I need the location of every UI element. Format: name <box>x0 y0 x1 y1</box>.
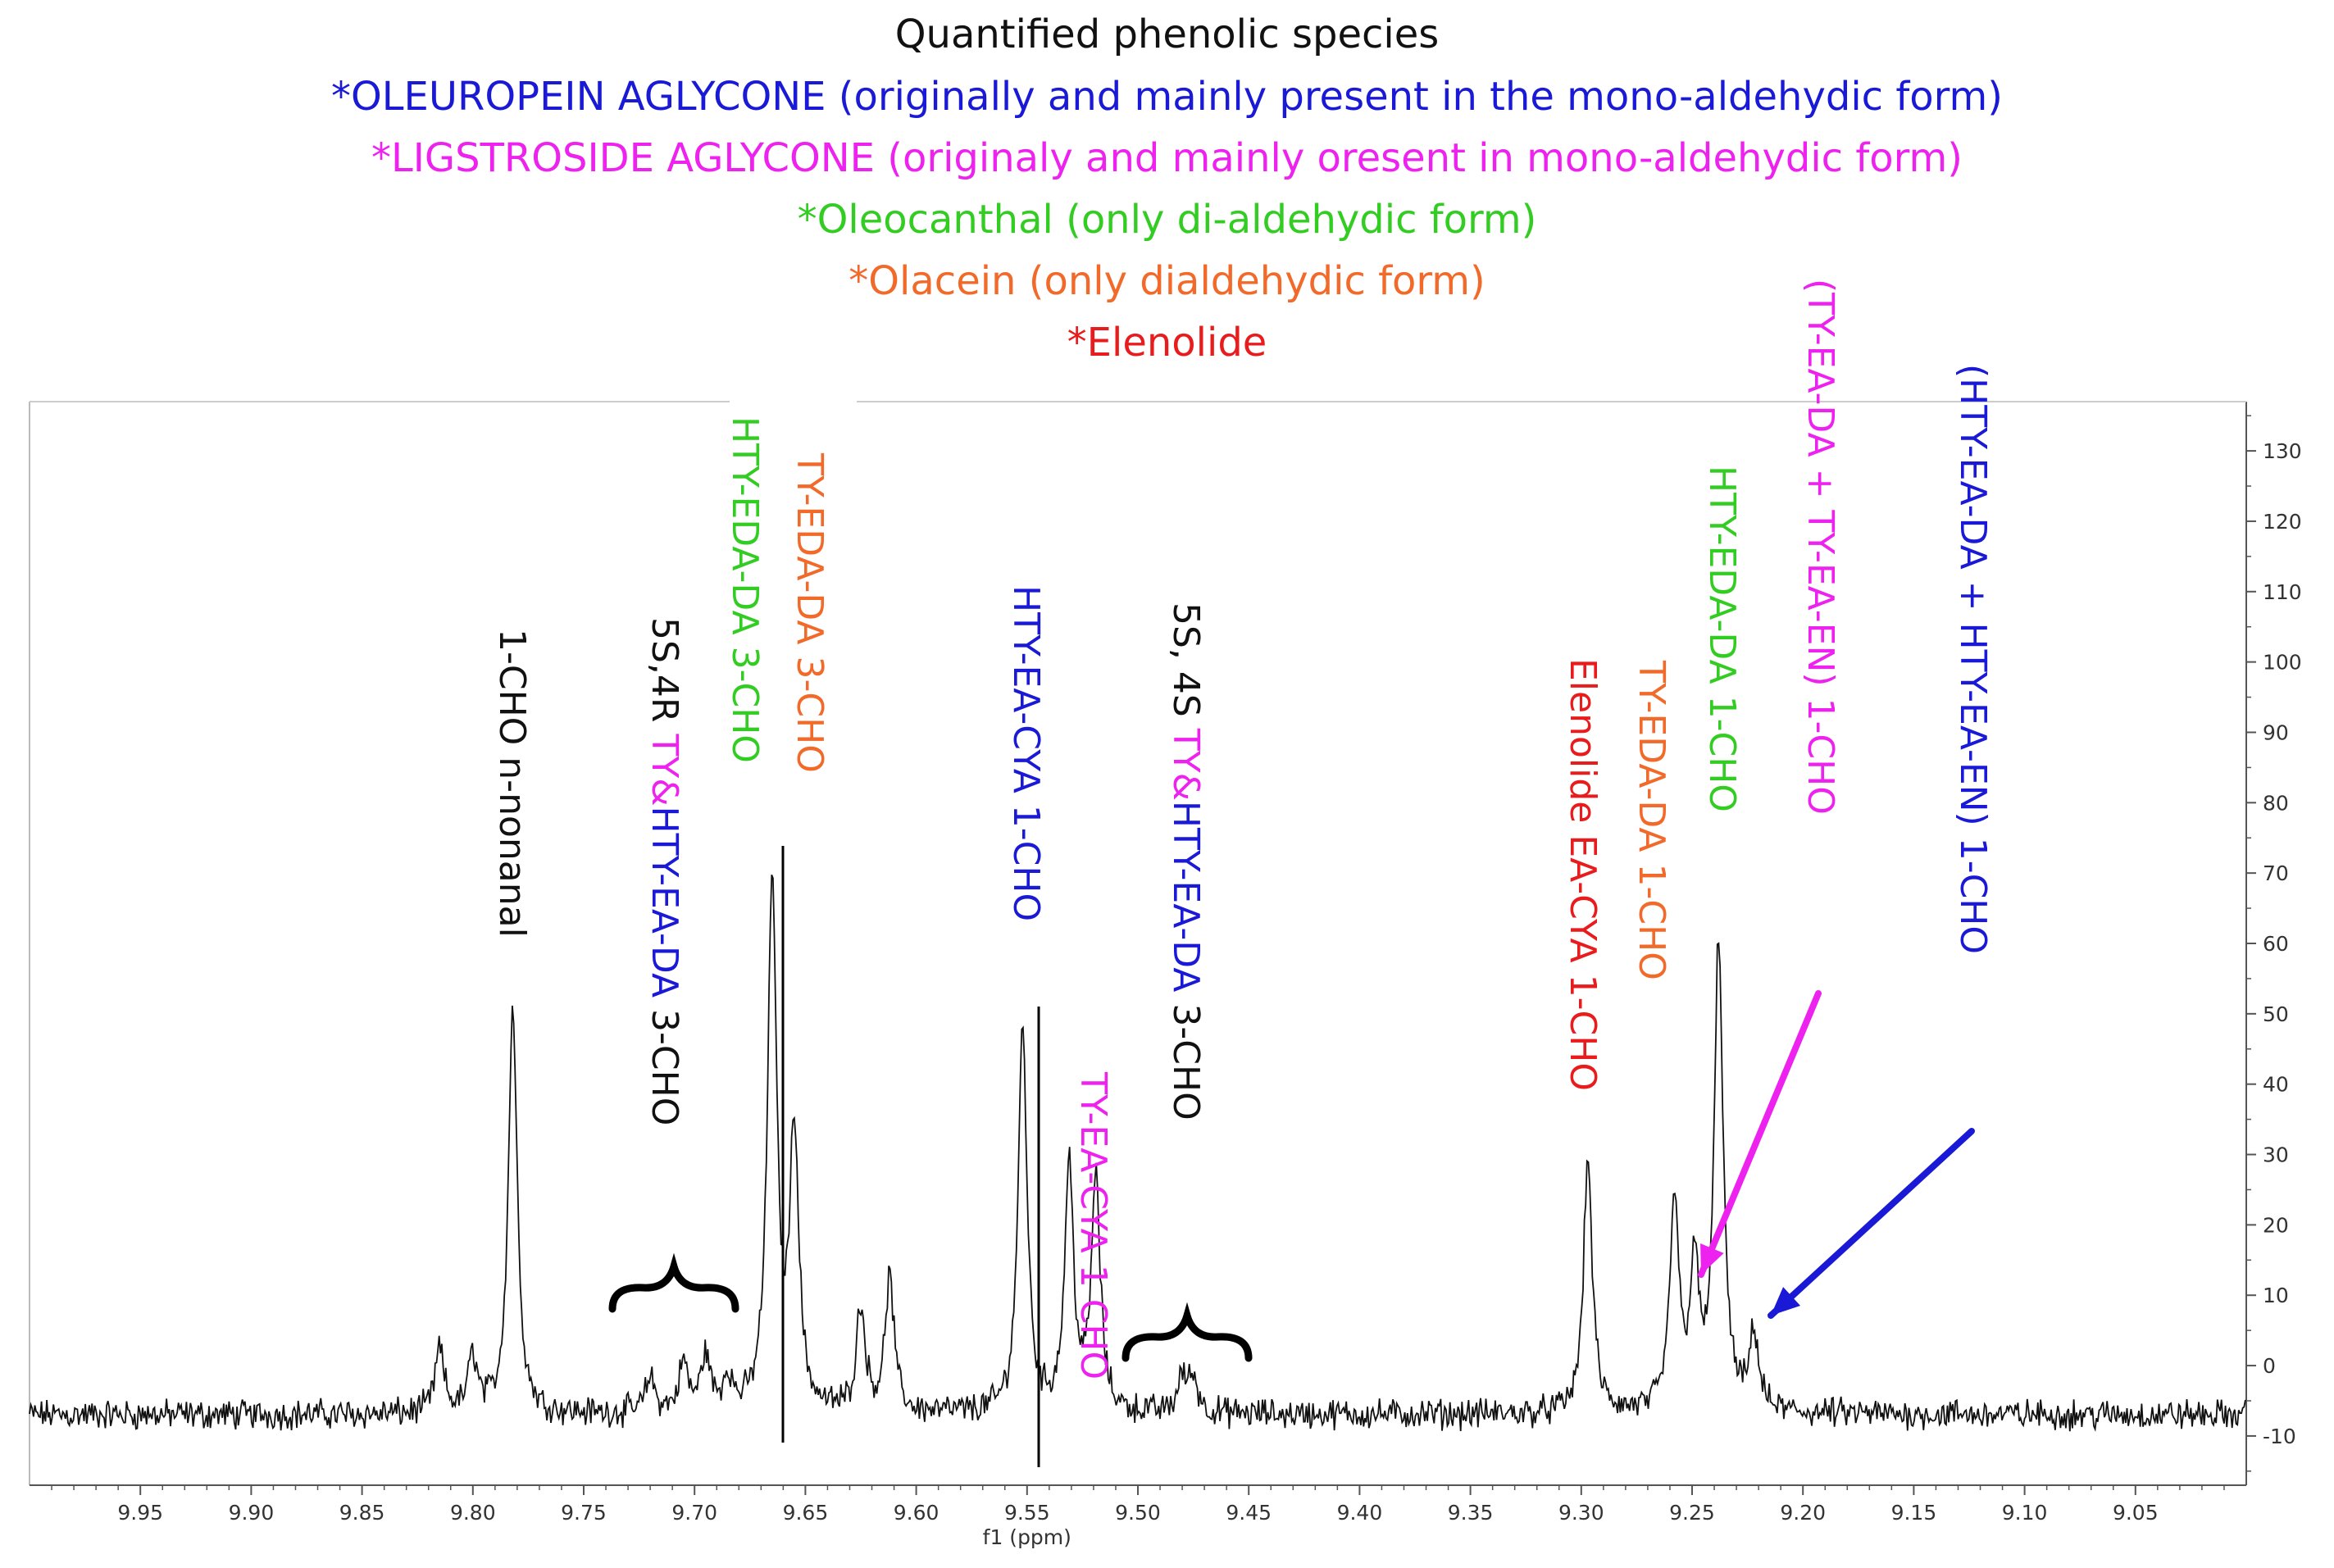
annotation-part: TY-EA-CYA 1 CHO <box>1072 1071 1114 1379</box>
x-tick-label: 9.55 <box>1004 1501 1050 1525</box>
legend-oleocanthal: *Oleocanthal (only di-aldehydic form) <box>797 197 1537 243</box>
y-tick-label: -10 <box>2263 1425 2296 1448</box>
y-tick-label: 40 <box>2263 1073 2289 1097</box>
y-tick-label: 80 <box>2263 791 2289 815</box>
annotation-label: HTY-EDA-DA 1-CHO <box>1701 466 1743 812</box>
x-axis-title: f1 (ppm) <box>983 1525 1071 1549</box>
annotation-part: HTY-EA-CYA 1-CHO <box>1005 585 1047 921</box>
annotation-label: TY-EA-CYA 1 CHO <box>1072 1071 1114 1379</box>
legend-elenolide: *Elenolide <box>1067 320 1267 366</box>
y-tick-label: 70 <box>2263 861 2289 885</box>
y-tick-label: 60 <box>2263 932 2289 956</box>
y-tick-label: 30 <box>2263 1143 2289 1167</box>
y-tick-label: 100 <box>2263 651 2302 675</box>
annotation-part: TY& <box>644 733 685 806</box>
annotation-label: TY-EDA-DA 3-CHO <box>789 452 830 773</box>
annotation-part: Elenolide EA-CYA 1-CHO <box>1562 658 1604 1091</box>
y-tick-label: 10 <box>2263 1284 2289 1307</box>
annotation-part: 3-CHO <box>1165 992 1207 1120</box>
annotation-label: 5S,4R TY&HTY-EA-DA 3-CHO <box>644 617 685 1125</box>
x-tick-label: 9.35 <box>1448 1501 1494 1525</box>
y-tick-label: 110 <box>2263 580 2302 604</box>
x-tick-label: 9.60 <box>894 1501 940 1525</box>
legend-oleuropein: *OLEUROPEIN AGLYCONE (originally and mai… <box>331 74 2003 120</box>
x-tick-label: 9.25 <box>1669 1501 1715 1525</box>
annotation-part: TY-EDA-DA 3-CHO <box>789 452 830 773</box>
x-tick-label: 9.40 <box>1337 1501 1383 1525</box>
x-tick-label: 9.20 <box>1780 1501 1826 1525</box>
y-tick-label: 130 <box>2263 439 2302 463</box>
x-tick-label: 9.65 <box>783 1501 829 1525</box>
peak-annotations: 1-CHO n-nonanal 5S,4R TY&HTY-EA-DA 3-CHOH… <box>491 279 1994 1379</box>
plot-frame <box>29 401 2247 1486</box>
x-tick-label: 9.05 <box>2113 1501 2159 1525</box>
annotation-part: (HTY-EA-DA + HTY-EA-EN) 1-CHO <box>1952 364 1994 954</box>
arrow-head <box>1700 1243 1724 1275</box>
y-tick-label: 20 <box>2263 1213 2289 1237</box>
arrow-shaft <box>1698 990 1822 1278</box>
arrow-hty-ea <box>1768 1128 1975 1319</box>
legend-olacein: *Olacein (only dialdehydic form) <box>849 258 1485 304</box>
x-axis-ticks: 9.95 9.90 9.85 9.80 9.75 9.70 9.65 9.60 9.55 9.50… <box>51 1485 2225 1549</box>
annotation-label: TY-EDA-DA 1-CHO <box>1631 660 1672 980</box>
annotation-part: 5S, 4S <box>1165 602 1207 729</box>
y-tick-label: 120 <box>2263 510 2302 534</box>
x-tick-label: 9.45 <box>1226 1501 1272 1525</box>
x-tick-label: 9.90 <box>229 1501 275 1525</box>
y-axis-ticks: -10 0 10 20 30 40 50 60 70 80 90 100 110 120 130 <box>2246 415 2302 1472</box>
annotation-label: HTY-EA-CYA 1-CHO <box>1005 585 1047 921</box>
x-tick-label: 9.10 <box>2002 1501 2048 1525</box>
annotation-label: HTY-EDA-DA 3-CHO <box>724 416 766 763</box>
annotation-part: 5S,4R <box>644 617 685 734</box>
annotation-part: 1-CHO n-nonanal <box>491 629 533 938</box>
annotation-label: (TY-EA-DA + TY-EA-EN) 1-CHO <box>1799 279 1841 815</box>
y-tick-label: 50 <box>2263 1002 2289 1026</box>
x-tick-label: 9.75 <box>561 1501 607 1525</box>
legend-ligstroside: *LIGSTROSIDE AGLYCONE (originaly and mai… <box>371 135 1963 181</box>
annotation-part: 3-CHO <box>644 998 685 1125</box>
y-tick-label: 0 <box>2263 1354 2276 1378</box>
annotation-label: 1-CHO n-nonanal <box>491 629 533 938</box>
spectrum-trace <box>29 874 2246 1432</box>
annotation-part: TY& <box>1165 728 1207 801</box>
arrow-shaft <box>1768 1128 1975 1319</box>
x-tick-label: 9.80 <box>450 1501 496 1525</box>
x-tick-label: 9.15 <box>1891 1501 1937 1525</box>
x-tick-label: 9.50 <box>1115 1501 1161 1525</box>
figure-title: Quantified phenolic species <box>894 11 1440 57</box>
annotation-label: 5S, 4S TY&HTY-EA-DA 3-CHO <box>1165 602 1207 1120</box>
x-tick-label: 9.95 <box>117 1501 163 1525</box>
annotation-part: HTY-EA-DA <box>1165 801 1207 993</box>
annotation-part: HTY-EA-DA <box>644 807 685 998</box>
annotation-part: (TY-EA-DA + TY-EA-EN) 1-CHO <box>1799 279 1841 815</box>
x-tick-label: 9.85 <box>339 1501 385 1525</box>
annotation-label: (HTY-EA-DA + HTY-EA-EN) 1-CHO <box>1952 364 1994 954</box>
annotation-part: TY-EDA-DA 1-CHO <box>1631 660 1672 980</box>
annotation-label: Elenolide EA-CYA 1-CHO <box>1562 658 1604 1091</box>
arrow-head <box>1771 1287 1801 1316</box>
x-tick-label: 9.30 <box>1558 1501 1604 1525</box>
x-tick-label: 9.70 <box>671 1501 717 1525</box>
annotation-part: HTY-EDA-DA 1-CHO <box>1701 466 1743 812</box>
arrow-ty-ea <box>1698 990 1822 1278</box>
brace-5S4S <box>1122 1302 1253 1362</box>
y-tick-label: 90 <box>2263 720 2289 744</box>
annotation-part: HTY-EDA-DA 3-CHO <box>724 416 766 763</box>
brace-5S4R <box>608 1252 739 1313</box>
